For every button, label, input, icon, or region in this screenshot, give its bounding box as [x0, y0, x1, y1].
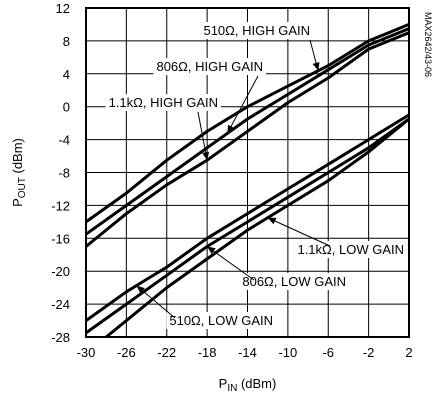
y-tick-label: -8	[58, 166, 70, 181]
annotation-arrowhead	[202, 151, 210, 161]
x-tick-label: -6	[322, 345, 334, 360]
annotation-label-bg	[153, 58, 266, 75]
y-tick-labels: 12 8 4 0 -4 -8 -12 -16 -20 -24 -28	[51, 1, 70, 345]
y-tick-label: -4	[58, 133, 70, 148]
y-tick-label: 12	[56, 1, 70, 16]
annotation-label: 1.1kΩ, HIGH GAIN	[109, 95, 218, 110]
annotation-leaders	[136, 39, 331, 319]
annotation-labels: 510Ω, HIGH GAIN 806Ω, HIGH GAIN 1.1kΩ, HIG…	[109, 23, 404, 328]
y-axis-title: POUT (dBm)	[10, 138, 28, 207]
y-tick-label: -16	[51, 231, 70, 246]
annotation-arrowhead	[227, 124, 235, 134]
series-line-5	[85, 117, 410, 335]
annotation-label-bg	[105, 94, 221, 111]
annotation-leader	[206, 246, 255, 281]
y-axis-title-sub: OUT	[17, 177, 28, 198]
plot-frame	[85, 7, 410, 338]
x-tick-label: -30	[77, 345, 96, 360]
annotation-label: 806Ω, HIGH GAIN	[156, 59, 263, 74]
annotation-leader	[197, 111, 208, 161]
annotation-arrowhead	[267, 217, 277, 225]
y-axis-title-main: P	[10, 198, 25, 207]
series-line-2	[85, 27, 410, 236]
annotation-label-bg	[166, 312, 276, 329]
x-tick-label: 2	[405, 345, 412, 360]
annotation-label: 806Ω, LOW GAIN	[242, 274, 346, 289]
x-axis-title: PIN (dBm)	[219, 376, 277, 394]
x-tick-label: -18	[198, 345, 217, 360]
annotation-label-bg	[200, 22, 313, 39]
annotation-arrowhead	[312, 62, 320, 71]
series-line-1	[85, 23, 410, 224]
x-axis-title-unit: (dBm)	[237, 376, 276, 391]
x-axis-title-sub: IN	[227, 383, 237, 394]
annotation-label-bg	[294, 241, 407, 258]
y-tick-label: -20	[51, 264, 70, 279]
x-tick-labels: -30 -26 -22 -18 -14 -10 -6 -2 2	[77, 345, 413, 360]
y-tick-label: -12	[51, 198, 70, 213]
annotation-label-bg	[239, 273, 349, 290]
x-tick-label: -26	[117, 345, 136, 360]
y-tick-label: -28	[51, 330, 70, 345]
x-tick-label: -14	[238, 345, 257, 360]
series-line-6	[105, 117, 410, 339]
annotation-arrowhead	[207, 246, 216, 254]
annotation-label: 510Ω, HIGH GAIN	[203, 23, 310, 38]
series-line-3	[85, 31, 410, 248]
y-axis-title-unit: (dBm)	[10, 138, 25, 177]
annotation-backgrounds	[105, 22, 407, 329]
x-axis-title-main: P	[219, 376, 228, 391]
y-tick-label: -24	[51, 297, 70, 312]
annotation-label: 1.1kΩ, LOW GAIN	[297, 242, 404, 257]
x-tick-label: -2	[363, 345, 375, 360]
annotation-label: 510Ω, LOW GAIN	[169, 313, 273, 328]
annotation-leader	[136, 285, 176, 319]
y-tick-label: 0	[63, 100, 70, 115]
annotation-leader	[267, 217, 331, 247]
annotation-arrowhead	[136, 285, 145, 294]
annotation-leader	[226, 75, 259, 134]
x-tick-label: -22	[157, 345, 176, 360]
x-tick-label: -10	[278, 345, 297, 360]
y-tick-label: 4	[63, 67, 70, 82]
figure-id-label: MAX2642/43-06	[423, 12, 433, 77]
y-tick-label: 8	[63, 34, 70, 49]
